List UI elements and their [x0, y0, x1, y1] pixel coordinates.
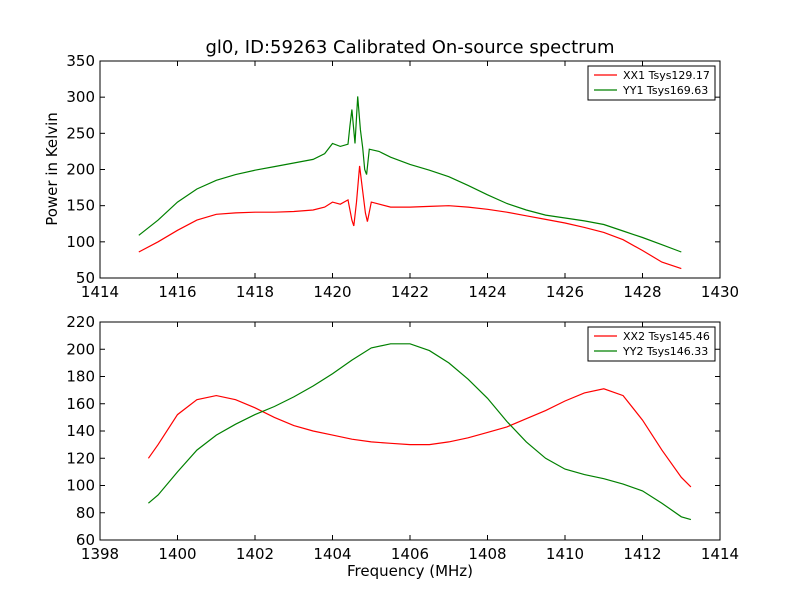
- y-tick-label-2-1: 80: [76, 504, 95, 522]
- series-line-2-1: [147, 388, 692, 488]
- y-tick-label-2-0: 60: [76, 531, 95, 549]
- y-tick-label-2-6: 180: [66, 368, 95, 386]
- x-tick-label-2-5: 1408: [468, 545, 506, 563]
- x-tick-label-2-3: 1404: [313, 545, 351, 563]
- x-tick-label-1-4: 1422: [391, 283, 429, 301]
- y-tick-label-2-8: 220: [66, 313, 95, 331]
- x-axis-label-bottom: Frequency (MHz): [347, 562, 473, 580]
- y-tick-label-1-6: 350: [66, 52, 95, 70]
- y-tick-label-2-7: 200: [66, 340, 95, 358]
- x-tick-label-2-2: 1402: [236, 545, 274, 563]
- x-tick-label-1-0: 1414: [81, 283, 119, 301]
- x-tick-label-1-6: 1426: [546, 283, 584, 301]
- y-tick-label-1-1: 100: [66, 233, 95, 251]
- x-tick-label-2-1: 1400: [158, 545, 196, 563]
- y-tick-label-2-5: 160: [66, 395, 95, 413]
- legend-label-2-2: YY2 Tsys146.33: [622, 345, 708, 358]
- y-tick-label-2-4: 140: [66, 422, 95, 440]
- x-tick-label-2-6: 1410: [546, 545, 584, 563]
- x-tick-label-1-2: 1418: [236, 283, 274, 301]
- plot-top: 1414 1416 1418 1420 1422 1424 1426 1428 1430 50 10…: [66, 52, 739, 301]
- x-tick-label-2-0: 1398: [81, 545, 119, 563]
- legend-box-1: [587, 65, 716, 101]
- legend-label-1-1: XX1 Tsys129.17: [623, 69, 710, 82]
- x-tick-label-1-5: 1424: [468, 283, 506, 301]
- plot-bottom: 1398 1400 1402 1404 1406 1408 1410 1412 1414 60 80…: [66, 313, 739, 563]
- x-tick-label-2-7: 1412: [623, 545, 661, 563]
- legend-1: XX1 Tsys129.17 YY1 Tsys169.63: [587, 65, 716, 101]
- x-tick-label-1-7: 1428: [623, 283, 661, 301]
- series-line-1-1: [138, 165, 682, 270]
- legend-label-1-2: YY1 Tsys169.63: [622, 84, 708, 97]
- y-tick-label-2-2: 100: [66, 477, 95, 495]
- x-tick-label-1-1: 1416: [158, 283, 196, 301]
- y-tick-label-1-4: 250: [66, 124, 95, 142]
- legend-box-2: [587, 326, 716, 362]
- y-tick-label-1-2: 150: [66, 197, 95, 215]
- y-axis-label-top: Power in Kelvin: [43, 112, 61, 226]
- y-tick-label-1-3: 200: [66, 161, 95, 179]
- chart-title: gl0, ID:59263 Calibrated On-source spect…: [205, 37, 614, 58]
- y-tick-label-1-0: 50: [76, 269, 95, 287]
- x-tick-label-2-4: 1406: [391, 545, 429, 563]
- x-tick-label-1-3: 1420: [313, 283, 351, 301]
- legend-label-2-1: XX2 Tsys145.46: [623, 330, 710, 343]
- x-tick-label-2-8: 1414: [701, 545, 739, 563]
- series-line-2-2: [148, 343, 692, 521]
- y-tick-label-2-3: 120: [66, 449, 95, 467]
- series-line-1-2: [138, 96, 682, 253]
- y-tick-label-1-5: 300: [66, 88, 95, 106]
- legend-2: XX2 Tsys145.46 YY2 Tsys146.33: [587, 326, 716, 362]
- x-tick-label-1-8: 1430: [701, 283, 739, 301]
